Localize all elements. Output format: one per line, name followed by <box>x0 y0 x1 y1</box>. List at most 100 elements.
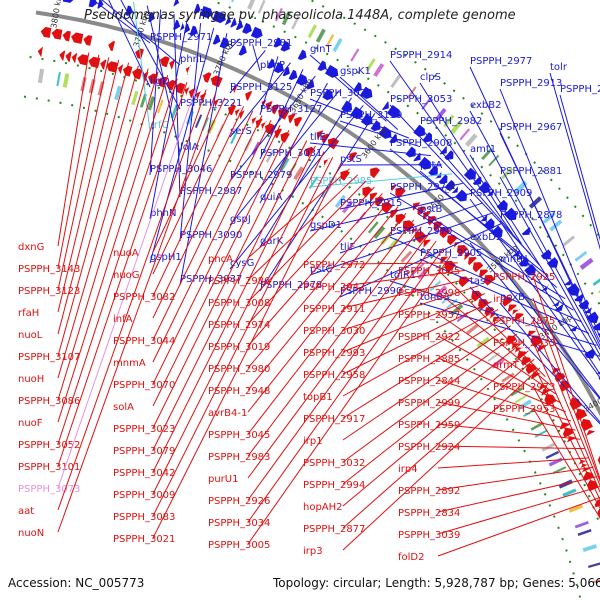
gene-label: gspH1 <box>150 252 182 263</box>
reverse-gene-arrow <box>362 186 373 198</box>
gene-label: PSPPH_2972 <box>303 260 365 271</box>
gene-leader-line <box>152 151 325 495</box>
gene-label: PSPPH_3221 <box>180 98 242 109</box>
forward-gene-arrow <box>405 146 416 158</box>
gene-label: PSPPH_2913 <box>500 78 562 89</box>
annotation-block <box>523 408 537 418</box>
gene-label: PSPPH_2877 <box>303 524 365 535</box>
gene-leader-line <box>247 168 350 259</box>
gene-label: serS <box>230 126 252 137</box>
forward-gene-arrow <box>413 152 421 162</box>
gene-label: folD2 <box>398 552 424 563</box>
gene-leader-line <box>469 154 600 362</box>
gene-label: aat <box>18 506 34 517</box>
gene-leader-line <box>152 119 272 363</box>
forward-gene-arrow <box>179 21 185 32</box>
gene-leader-line <box>437 357 567 413</box>
gene-leader-line <box>532 275 600 481</box>
gene-label: PSPPH_2971 <box>150 32 212 43</box>
gene-label: avrB4-1 <box>208 408 247 419</box>
gene-label: tolR1 <box>390 270 416 281</box>
annotation-block <box>582 544 598 553</box>
reverse-gene-arrow <box>468 256 477 266</box>
annotation-block <box>231 0 239 3</box>
forward-gene-arrow <box>515 253 524 261</box>
annotation-block <box>434 107 447 122</box>
reverse-gene-arrow <box>232 84 239 95</box>
forward-gene-arrow <box>504 207 517 221</box>
gene-leader-line <box>419 258 590 334</box>
reverse-gene-arrow <box>506 335 517 346</box>
gene-leader-line <box>499 302 600 423</box>
gene-label: PSPPH_2892 <box>398 486 460 497</box>
gene-label: PSPPH_2915 <box>340 198 402 209</box>
gene-label: PSPPH_2993 <box>303 348 365 359</box>
gene-leader-line <box>469 110 600 351</box>
gene-label: PSPPH_2967 <box>500 122 562 133</box>
genome-stats-label: Topology: circular; Length: 5,928,787 bp… <box>273 576 600 590</box>
gene-label: poxB <box>500 292 525 303</box>
gene-label: PSPPH_2970 <box>390 226 452 237</box>
gene-leader-line <box>247 199 391 369</box>
gene-label: mnmA <box>113 358 146 369</box>
gene-leader-line <box>437 485 600 535</box>
forward-gene-arrow <box>324 64 339 78</box>
gene-label: PSPPH_3083 <box>113 512 175 523</box>
gene-label: PSPPH_2834 <box>398 508 460 519</box>
annotation-block <box>587 561 600 569</box>
annotation-block <box>365 58 376 72</box>
reverse-gene-arrow <box>440 256 448 265</box>
gene-leader-line <box>342 262 458 265</box>
gene-label: PSPPH_3032 <box>303 458 365 469</box>
forward-gene-arrow <box>540 249 552 260</box>
reverse-gene-arrow <box>538 384 548 391</box>
annotation-block <box>406 86 417 99</box>
reverse-gene-arrow <box>507 304 517 312</box>
annotation-block <box>373 63 385 78</box>
annotation-block <box>325 34 335 48</box>
reverse-gene-arrow <box>381 201 393 214</box>
gene-leader-line <box>437 335 562 404</box>
forward-gene-arrow <box>422 132 432 143</box>
gene-leader-line <box>57 65 139 357</box>
annotation-block <box>281 11 292 26</box>
reverse-gene-arrow <box>251 116 258 126</box>
gene-label: PSPPH_2878 <box>500 210 562 221</box>
reverse-gene-arrow <box>210 75 223 88</box>
gene-leader-line <box>247 219 415 435</box>
reverse-gene-arrow <box>202 72 212 83</box>
gene-leader-line <box>437 423 581 440</box>
gene-leader-line <box>532 385 600 510</box>
forward-gene-arrow <box>444 179 455 191</box>
annotation-block <box>592 275 600 286</box>
gene-label: PSPPH_3019 <box>208 342 270 353</box>
gene-label: PSPPH_2974 <box>208 320 270 331</box>
annotation-block <box>562 235 576 247</box>
annotation-block <box>548 457 563 467</box>
gene-label: PSPPH_2983 <box>208 452 270 463</box>
gene-leader-line <box>57 93 216 533</box>
annotation-block <box>341 200 354 214</box>
annotation-block <box>568 504 583 513</box>
gene-leader-line <box>342 367 541 551</box>
forward-gene-arrow <box>306 79 315 90</box>
reverse-gene-arrow <box>575 408 588 421</box>
gene-label: garK <box>260 236 284 247</box>
reverse-gene-arrow <box>88 56 101 69</box>
annotation-block <box>501 372 515 383</box>
reverse-gene-arrow <box>453 241 462 249</box>
reverse-gene-arrow <box>271 104 280 115</box>
reverse-gene-arrow <box>71 32 84 44</box>
gene-label: PSPPH_2953 <box>493 404 555 415</box>
gene-label: PSPPH_2999 <box>398 398 460 409</box>
reverse-gene-arrow <box>370 167 381 179</box>
gene-leader-line <box>499 264 600 399</box>
gene-leader-line <box>419 126 540 266</box>
gene-leader-line <box>437 496 600 557</box>
gene-leader-line <box>149 9 162 176</box>
annotation-block <box>265 149 275 163</box>
reverse-gene-arrow <box>174 82 186 94</box>
annotation-block <box>517 399 532 410</box>
gene-leader-line <box>229 38 241 50</box>
